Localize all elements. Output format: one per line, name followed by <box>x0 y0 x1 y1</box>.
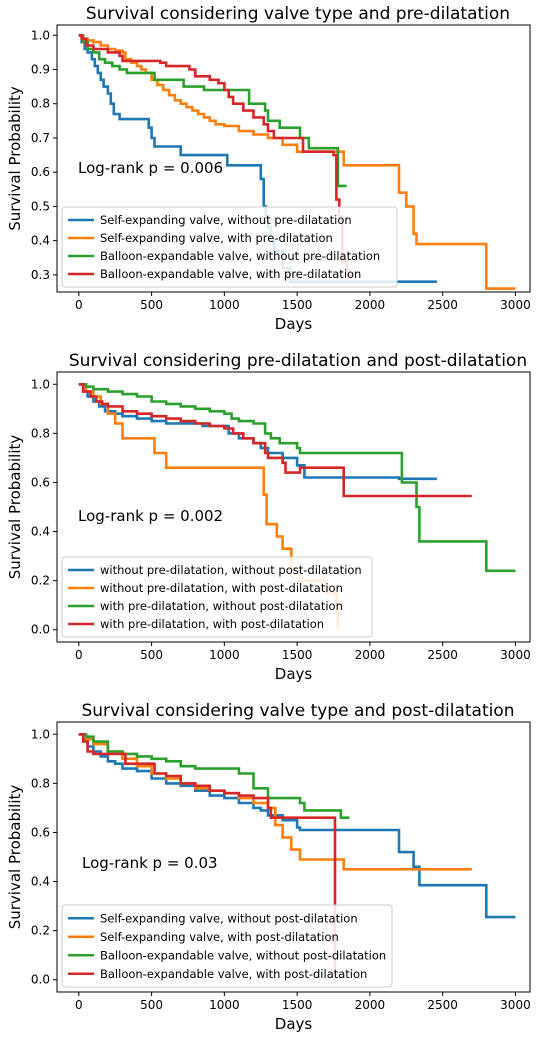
survival-curve <box>78 733 516 919</box>
legend-entry: without pre-dilatation, with post-dilata… <box>100 581 343 595</box>
chart-title: Survival considering pre-dilatation and … <box>69 351 527 371</box>
y-tick-label: 0.6 <box>31 475 50 489</box>
legend-entry: Self-expanding valve, without post-dilat… <box>100 911 358 925</box>
legend-box <box>61 206 398 288</box>
x-axis-label: Days <box>275 315 313 333</box>
y-tick-label: 0.7 <box>31 131 50 145</box>
y-tick-label: 0.4 <box>31 234 50 248</box>
legend-entry: without pre-dilatation, without post-dil… <box>100 563 362 577</box>
y-tick-label: 0.0 <box>31 973 50 987</box>
x-tick-label: 500 <box>140 648 163 662</box>
x-tick-label: 2000 <box>355 998 386 1012</box>
x-tick-label: 2500 <box>427 298 458 312</box>
x-tick-label: 0 <box>75 648 83 662</box>
survival-curve <box>78 383 437 481</box>
x-tick-label: 3000 <box>500 648 531 662</box>
axes-frame <box>56 24 531 293</box>
x-tick-label: 0 <box>75 998 83 1012</box>
y-tick-label: 1.0 <box>31 727 50 741</box>
survival-curve <box>78 733 337 980</box>
x-tick-label: 1500 <box>282 998 313 1012</box>
x-axis-label: Days <box>275 665 313 683</box>
legend-entry: Self-expanding valve, with post-dilatati… <box>100 930 339 944</box>
x-tick-label: 1500 <box>282 648 313 662</box>
y-axis-label: Survival Probability <box>6 435 24 580</box>
y-tick-label: 0.9 <box>31 63 50 77</box>
x-tick-label: 1500 <box>282 298 313 312</box>
legend-entry: with pre-dilatation, without post-dilata… <box>100 599 343 613</box>
survival-curve <box>78 34 351 279</box>
survival-curve <box>78 383 516 573</box>
legend-entry: with pre-dilatation, with post-dilatatio… <box>100 617 324 631</box>
y-axis-label: Survival Probability <box>6 785 24 930</box>
x-axis-label: Days <box>275 1015 313 1033</box>
log-rank-annotation: Log-rank p = 0.002 <box>78 507 223 525</box>
x-tick-label: 1000 <box>209 998 240 1012</box>
y-tick-label: 0.4 <box>31 875 50 889</box>
y-tick-label: 0.0 <box>31 623 50 637</box>
plot-area: 0 500 1000 1500 2000 2500 3000 0.3 0.4 0.5 0.6 0.7 0… <box>6 24 531 333</box>
y-tick-label: 0.2 <box>31 924 50 938</box>
y-tick-label: 0.8 <box>31 776 50 790</box>
survival-curve <box>78 34 347 188</box>
y-tick-label: 0.6 <box>31 165 50 179</box>
survival-curve <box>78 383 472 498</box>
x-tick-label: 3000 <box>500 298 531 312</box>
axes-frame <box>56 371 531 643</box>
x-tick-label: 3000 <box>500 998 531 1012</box>
y-tick-label: 0.8 <box>31 426 50 440</box>
chart-title: Survival considering valve type and post… <box>81 701 514 721</box>
survival-curve <box>78 733 350 819</box>
y-tick-label: 0.5 <box>31 199 50 213</box>
log-rank-annotation: Log-rank p = 0.006 <box>78 159 223 177</box>
y-tick-label: 0.6 <box>31 825 50 839</box>
plot-area: 0 500 1000 1500 2000 2500 3000 0.0 0.2 0.4 0.6 0.8 1… <box>6 721 531 1033</box>
y-axis-label: Survival Probability <box>6 86 24 231</box>
x-tick-label: 2000 <box>355 298 386 312</box>
legend-entry: Balloon-expandable valve, without post-d… <box>100 948 386 962</box>
legend-entry: Balloon-expandable valve, with pre-dilat… <box>100 267 361 281</box>
log-rank-annotation: Log-rank p = 0.03 <box>82 854 218 872</box>
x-tick-label: 0 <box>75 298 83 312</box>
y-tick-label: 0.3 <box>31 268 50 282</box>
legend-entry: Self-expanding valve, with pre-dilatatio… <box>100 231 333 245</box>
chart-panel-2: Survival considering pre-dilatation and … <box>6 351 531 683</box>
y-tick-label: 0.2 <box>31 574 50 588</box>
y-tick-label: 0.8 <box>31 97 50 111</box>
x-tick-label: 500 <box>140 298 163 312</box>
legend-entry: Balloon-expandable valve, without pre-di… <box>100 249 380 263</box>
legend-entry: Self-expanding valve, without pre-dilata… <box>100 213 352 227</box>
chart-panel-1: Survival considering valve type and pre-… <box>6 4 531 333</box>
chart-title: Survival considering valve type and pre-… <box>86 4 510 24</box>
x-tick-label: 2500 <box>427 998 458 1012</box>
legend-box <box>61 556 373 638</box>
x-tick-label: 2000 <box>355 648 386 662</box>
x-tick-label: 500 <box>140 998 163 1012</box>
y-tick-label: 0.4 <box>31 525 50 539</box>
legend-box <box>61 904 393 988</box>
y-tick-label: 1.0 <box>31 377 50 391</box>
x-tick-label: 1000 <box>209 648 240 662</box>
x-tick-label: 1000 <box>209 298 240 312</box>
y-tick-label: 1.0 <box>31 28 50 42</box>
x-tick-label: 2500 <box>427 648 458 662</box>
legend-entry: Balloon-expandable valve, with post-dila… <box>100 967 367 981</box>
chart-panel-3: Survival considering valve type and post… <box>6 701 531 1033</box>
plot-area: 0 500 1000 1500 2000 2500 3000 0.0 0.2 0.4 0.6 0.8 1… <box>6 371 531 683</box>
survival-curve <box>78 34 516 290</box>
axes-frame <box>56 721 531 993</box>
